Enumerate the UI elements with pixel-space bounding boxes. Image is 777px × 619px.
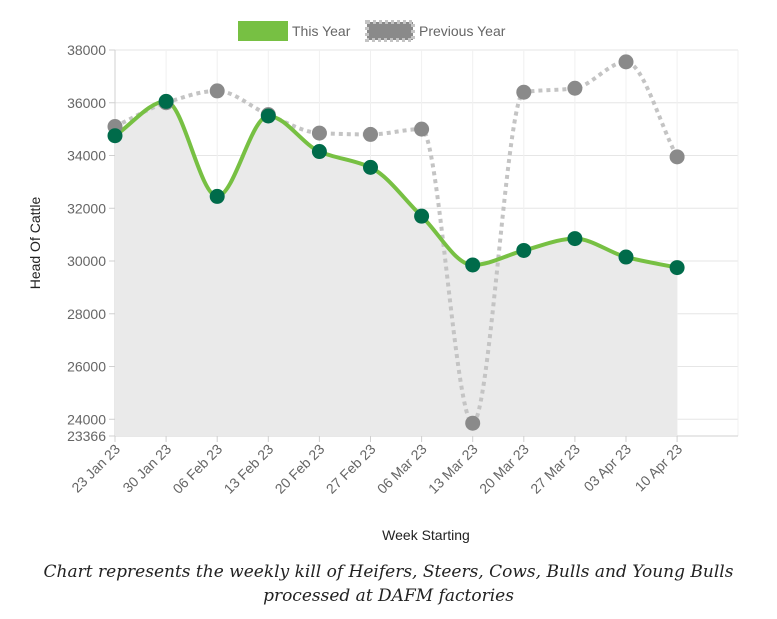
point-previous-year [567, 80, 583, 96]
legend-item-this-year[interactable]: This Year [238, 21, 351, 41]
point-this-year [107, 128, 123, 144]
point-this-year [311, 144, 327, 160]
y-tick-label: 34000 [67, 148, 106, 164]
x-tick-label: 27 Feb 23 [323, 441, 379, 497]
x-axis-title: Week Starting [382, 527, 470, 543]
x-tick-label: 03 Apr 23 [580, 441, 634, 495]
area-layer [115, 101, 678, 437]
point-previous-year [669, 149, 685, 165]
x-tick-label: 06 Mar 23 [374, 441, 430, 497]
x-tick-label: 13 Feb 23 [221, 441, 277, 497]
point-previous-year [618, 54, 634, 70]
x-tick-label: 20 Feb 23 [272, 441, 328, 497]
legend-label-this-year: This Year [292, 23, 351, 39]
y-tick-label: 32000 [67, 200, 106, 216]
x-tick-label: 13 Mar 23 [425, 441, 481, 497]
y-tick-label: 30000 [67, 253, 106, 269]
x-tick-label: 20 Mar 23 [476, 441, 532, 497]
point-this-year [465, 257, 481, 273]
point-this-year [414, 208, 430, 224]
x-tick-label: 23 Jan 23 [68, 441, 123, 496]
point-this-year [158, 93, 174, 109]
y-tick-label: 38000 [67, 42, 106, 58]
x-tick-label: 27 Mar 23 [527, 441, 583, 497]
points-layer [107, 54, 685, 431]
y-tick-label: 28000 [67, 306, 106, 322]
y-tick-label: 36000 [67, 95, 106, 111]
point-previous-year [516, 84, 532, 100]
point-this-year [260, 108, 276, 124]
point-previous-year [209, 83, 225, 99]
y-tick-label: 26000 [67, 359, 106, 375]
point-previous-year [363, 126, 378, 142]
point-this-year [618, 249, 634, 265]
line-previous-year [114, 59, 679, 426]
y-tick-label: 23366 [67, 428, 106, 444]
legend[interactable]: This Year Previous Year [238, 20, 506, 42]
y-tick-label: 24000 [67, 411, 106, 427]
legend-swatch-this-year [238, 21, 288, 41]
point-previous-year [465, 415, 481, 431]
chart-caption: Chart represents the weekly kill of Heif… [43, 562, 734, 606]
point-this-year [209, 188, 225, 204]
x-tick-label: 10 Apr 23 [632, 441, 686, 495]
point-previous-year [414, 121, 430, 137]
y-axis-title: Head Of Cattle [27, 196, 43, 289]
legend-label-previous-year: Previous Year [419, 23, 506, 39]
point-this-year [516, 242, 532, 258]
x-tick-label: 30 Jan 23 [119, 441, 174, 496]
legend-swatch-previous-year [365, 20, 415, 42]
point-previous-year [311, 125, 327, 141]
legend-item-previous-year[interactable]: Previous Year [365, 20, 506, 42]
point-this-year [669, 260, 685, 276]
point-this-year [363, 159, 378, 175]
x-tick-label: 06 Feb 23 [169, 441, 225, 497]
area-this-year [115, 101, 678, 437]
point-this-year [567, 231, 583, 247]
